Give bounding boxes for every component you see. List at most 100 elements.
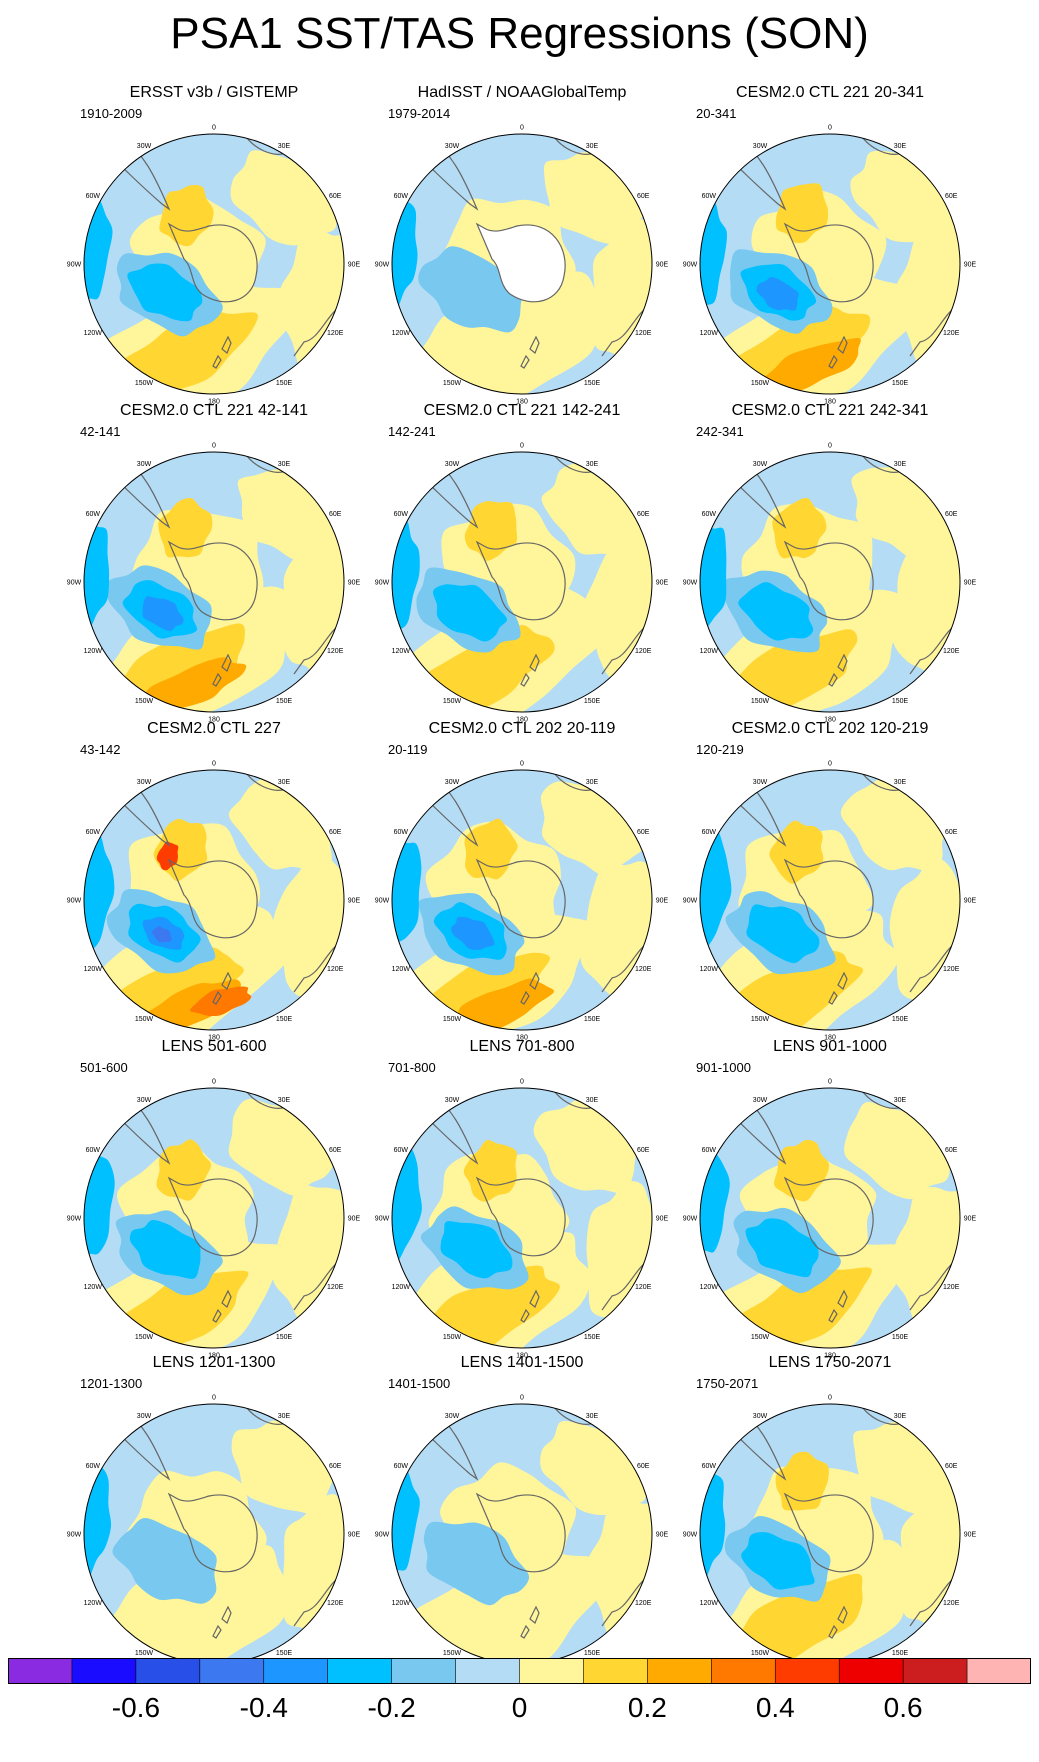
antarctica-coast (167, 222, 258, 303)
longitude-label: 120E (327, 966, 344, 973)
map-field (700, 1088, 960, 1348)
cold-anomaly (432, 584, 508, 642)
new-zealand-coast (828, 1605, 848, 1639)
longitude-label: 30E (278, 1413, 291, 1420)
longitude-label: 150E (584, 1334, 601, 1341)
longitude-label: 150W (135, 698, 154, 705)
longitude-label: 0 (520, 1079, 524, 1086)
new-zealand-coast (520, 1289, 540, 1323)
cold-anomaly (84, 834, 115, 951)
panel-period: 43-142 (80, 742, 121, 757)
longitude-label: 90E (656, 1532, 669, 1539)
longitude-label: 150E (892, 1016, 909, 1023)
longitude-label: 90W (67, 262, 82, 269)
longitude-label: 120E (635, 1284, 652, 1291)
cold-anomaly (741, 1532, 815, 1590)
colorbar-tick-label: -0.6 (111, 1692, 161, 1723)
map-boundary (83, 769, 345, 1031)
panel-6: CESM2.0 CTL 221 242-341 0 30E 60E 90E 120E 150… (680, 402, 980, 722)
cold-anomaly (700, 197, 727, 308)
panel-12: LENS 901-1000 0 30E 60E 90E 120E 150E 180 150W 12… (680, 1038, 980, 1358)
cold-anomaly (700, 1143, 730, 1259)
longitude-label: 90W (683, 898, 698, 905)
longitude-label: 120E (943, 966, 960, 973)
longitude-label: 90E (656, 262, 669, 269)
warm-anomaly (189, 986, 252, 1017)
longitude-label: 60W (86, 1147, 101, 1154)
longitude-label: 120E (635, 330, 652, 337)
longitude-label: 120E (943, 648, 960, 655)
colorbar-segment (711, 1658, 776, 1684)
new-zealand-coast (520, 653, 540, 687)
map-boundary (699, 1087, 961, 1349)
longitude-label: 30E (586, 1413, 599, 1420)
longitude-label: 30E (586, 1097, 599, 1104)
longitude-label: 150W (135, 1334, 154, 1341)
longitude-label: 90E (964, 898, 977, 905)
warm-anomaly (143, 657, 247, 712)
longitude-label: 180 (516, 399, 528, 405)
antarctica-coast (783, 540, 874, 621)
longitude-label: 120W (84, 966, 103, 973)
longitude-label: 30W (753, 143, 768, 150)
panel-title: ERSST v3b / GISTEMP (129, 84, 299, 101)
longitude-label: 120W (700, 966, 719, 973)
cold-anomaly (392, 1462, 420, 1577)
longitude-label: 180 (208, 399, 220, 405)
map-boundary (391, 769, 653, 1031)
panel-period: 20-119 (388, 742, 428, 757)
longitude-label: 90W (375, 898, 390, 905)
longitude-label: 30E (278, 779, 291, 786)
panel-period: 42-141 (80, 424, 121, 439)
panel-period: 701-800 (388, 1060, 436, 1075)
cold-anomaly (392, 200, 418, 311)
map-boundary (391, 133, 653, 395)
longitude-label: 90E (964, 262, 977, 269)
longitude-label: 0 (828, 443, 832, 450)
map-boundary (699, 133, 961, 395)
colorbar-segment (8, 1658, 73, 1684)
colorbar-segment (135, 1658, 201, 1684)
longitude-label: 90W (67, 1532, 82, 1539)
panel-title: CESM2.0 CTL 202 20-119 (428, 720, 616, 737)
longitude-label: 150E (584, 1016, 601, 1023)
longitude-label: 120E (327, 1284, 344, 1291)
longitude-label: 30W (445, 779, 460, 786)
longitude-label: 30W (445, 1413, 460, 1420)
cold-anomaly (746, 904, 820, 964)
longitude-label: 30E (586, 143, 599, 150)
longitude-label: 60W (86, 829, 101, 836)
warm-anomaly (775, 183, 829, 244)
map-boundary (391, 451, 653, 713)
panel-3: CESM2.0 CTL 221 20-341 0 30E 60E 90E 120E 150E… (680, 84, 980, 404)
longitude-label: 30E (586, 461, 599, 468)
panel-title: CESM2.0 CTL 221 42-141 (120, 402, 308, 419)
panel-period: 20-341 (696, 106, 737, 121)
longitude-label: 60E (637, 511, 650, 518)
longitude-label: 150W (443, 1334, 462, 1341)
colorbar-segment (519, 1658, 584, 1684)
panel-11: LENS 701-800 0 30E 60E 90E 120E 150E 180 150W 120… (372, 1038, 672, 1358)
new-zealand-coast (828, 1289, 848, 1323)
longitude-label: 150W (135, 1016, 154, 1023)
panel-period: 120-219 (696, 742, 744, 757)
longitude-label: 60E (945, 829, 958, 836)
longitude-label: 90W (67, 1216, 82, 1223)
cold-anomaly (440, 1221, 513, 1279)
longitude-label: 150W (751, 380, 770, 387)
longitude-label: 120W (84, 648, 103, 655)
cold-anomaly (451, 916, 495, 950)
longitude-label: 150W (751, 1650, 770, 1657)
colorbar-tick-label: -0.4 (239, 1692, 288, 1723)
longitude-label: 30W (137, 1413, 152, 1420)
longitude-label: 30E (894, 143, 907, 150)
longitude-label: 150W (443, 1650, 462, 1657)
longitude-label: 180 (208, 1035, 220, 1041)
longitude-label: 60E (945, 1147, 958, 1154)
panel-period: 1979-2014 (388, 106, 451, 121)
panel-period: 501-600 (80, 1060, 128, 1075)
